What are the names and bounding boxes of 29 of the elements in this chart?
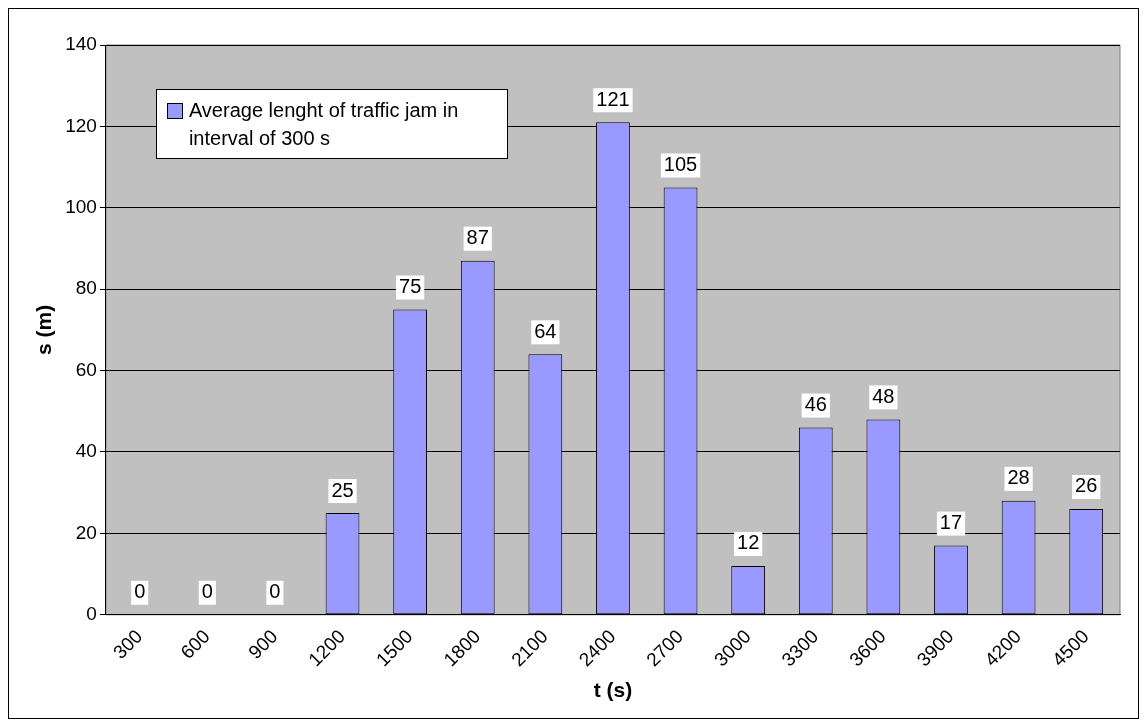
y-tick-label: 140	[65, 33, 97, 55]
data-label: 0	[134, 580, 146, 603]
data-label: 46	[804, 393, 827, 416]
data-label: 12	[737, 531, 760, 554]
y-tick-label: 40	[75, 440, 97, 462]
data-label: 0	[269, 580, 281, 603]
y-tick-label: 100	[65, 196, 97, 218]
data-label: 17	[939, 511, 963, 534]
x-tick-label: 900	[244, 625, 282, 663]
data-label: 121	[596, 87, 630, 110]
data-label: 48	[872, 384, 895, 407]
y-tick-label: 60	[75, 358, 97, 380]
data-label: 64	[534, 319, 557, 342]
data-label: 87	[466, 226, 489, 249]
x-tick-label: 300	[108, 625, 147, 663]
y-tick-label: 20	[75, 521, 97, 543]
data-label: 105	[663, 152, 698, 175]
data-label: 0	[201, 580, 213, 603]
y-axis-title: s (m)	[32, 304, 56, 355]
data-label: 26	[1075, 474, 1098, 497]
data-label: 28	[1007, 466, 1030, 489]
x-axis-title: t (s)	[593, 678, 633, 702]
y-tick-label: 120	[65, 114, 97, 136]
y-tick-label: 80	[75, 277, 97, 299]
x-tick-label: 600	[176, 625, 214, 663]
legend-label: Average lenght of traffic jam in interval of 300 s	[188, 98, 460, 151]
data-label: 25	[331, 478, 354, 501]
data-label: 75	[399, 275, 422, 298]
y-tick-label: 0	[86, 603, 97, 625]
